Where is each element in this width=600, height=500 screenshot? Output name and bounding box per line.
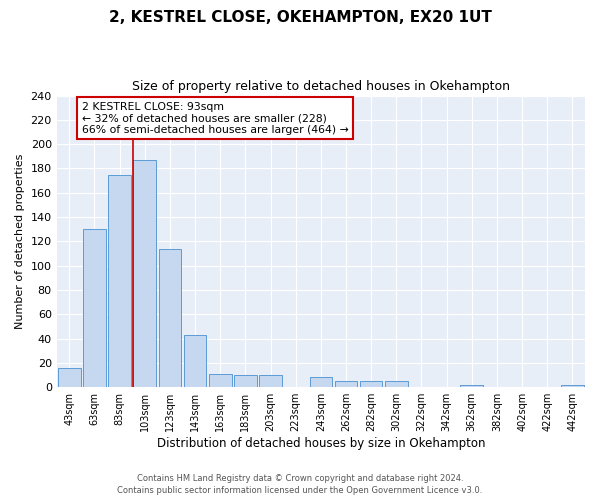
Bar [133,160,156,387]
Text: 2 KESTREL CLOSE: 93sqm
← 32% of detached houses are smaller (228)
66% of semi-de: 2 KESTREL CLOSE: 93sqm ← 32% of detached… [82,102,349,135]
Bar [209,374,232,387]
Bar [335,381,358,387]
Y-axis label: Number of detached properties: Number of detached properties [15,154,25,329]
Bar [259,375,282,387]
Bar [184,335,206,387]
X-axis label: Distribution of detached houses by size in Okehampton: Distribution of detached houses by size … [157,437,485,450]
Bar [83,229,106,387]
Title: Size of property relative to detached houses in Okehampton: Size of property relative to detached ho… [132,80,510,93]
Bar [360,381,382,387]
Bar [385,381,407,387]
Bar [561,385,584,387]
Bar [234,375,257,387]
Bar [310,378,332,387]
Bar [108,174,131,387]
Bar [460,385,483,387]
Bar [58,368,80,387]
Bar [158,248,181,387]
Text: 2, KESTREL CLOSE, OKEHAMPTON, EX20 1UT: 2, KESTREL CLOSE, OKEHAMPTON, EX20 1UT [109,10,491,25]
Text: Contains HM Land Registry data © Crown copyright and database right 2024.
Contai: Contains HM Land Registry data © Crown c… [118,474,482,495]
